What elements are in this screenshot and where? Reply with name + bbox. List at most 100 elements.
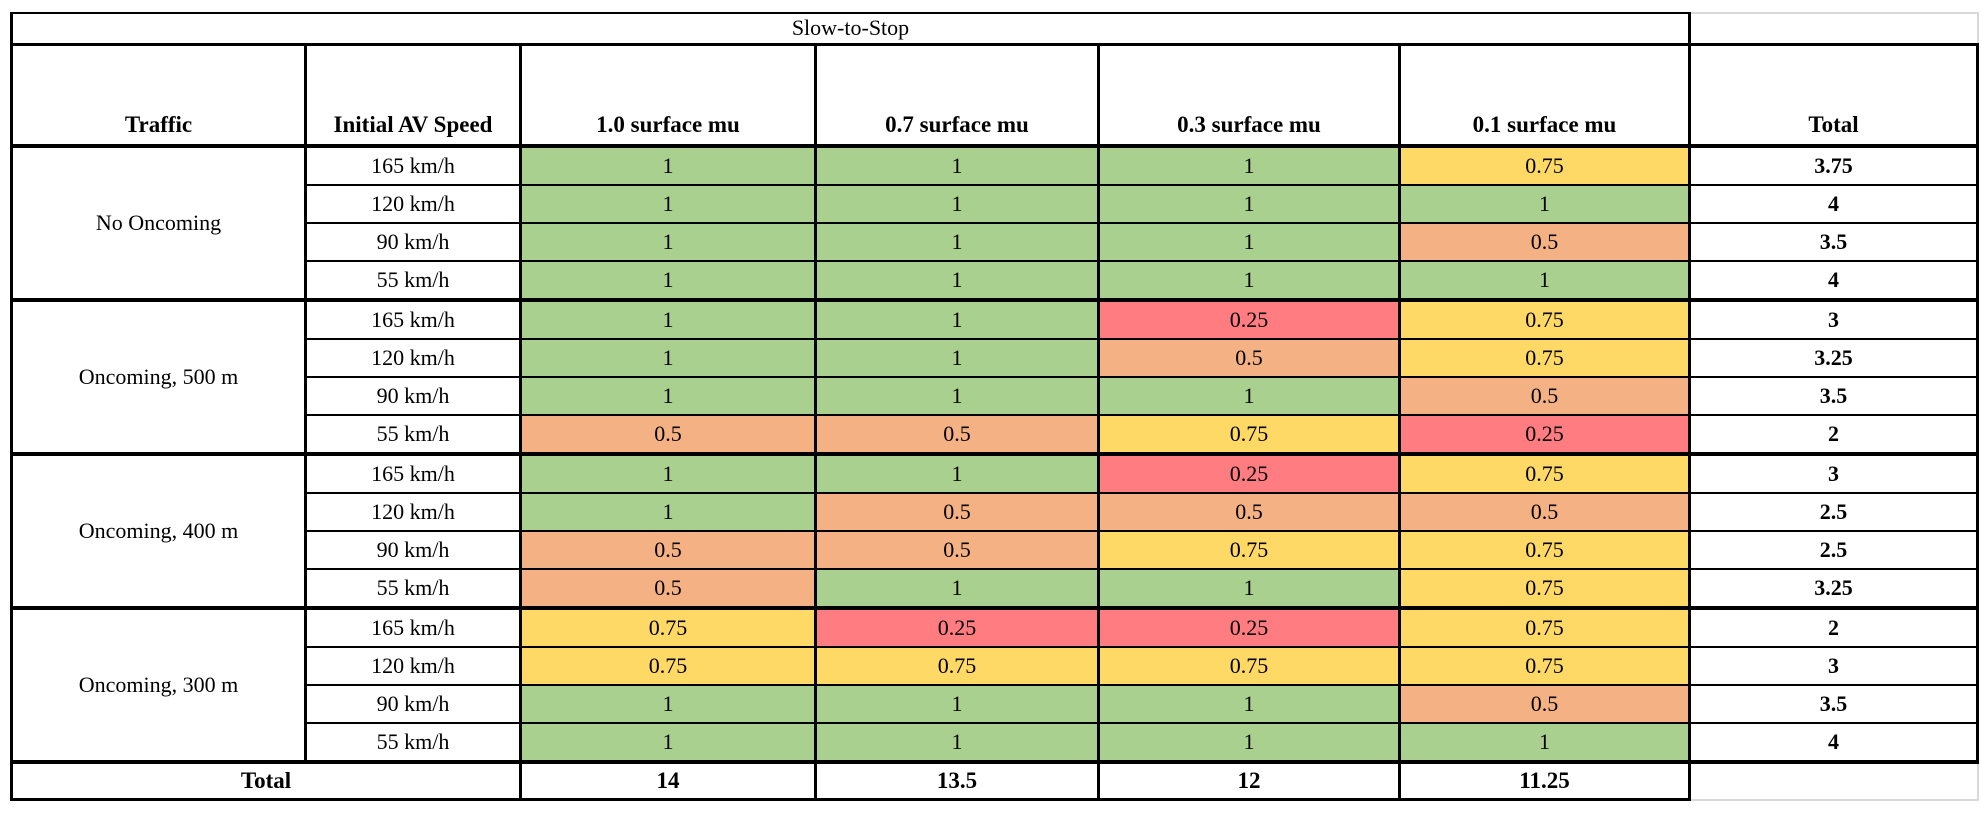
initial-speed-cell: 165 km/h <box>304 452 522 494</box>
score-cell: 1 <box>1097 260 1401 301</box>
row-total-cell: 2.5 <box>1688 530 1979 570</box>
score-cell: 1 <box>814 376 1100 416</box>
initial-speed-cell: 55 km/h <box>304 722 522 763</box>
table-row: Oncoming, 300 m 165 km/h 0.75 0.25 0.25 0.75 2 <box>10 606 1979 763</box>
score-cell: 1 <box>814 568 1100 609</box>
table-row: 120 km/h 0.75 0.75 0.75 0.75 3 <box>12 646 1979 686</box>
column-header-row: Traffic Initial AV Speed 1.0 surface mu … <box>10 43 1979 148</box>
initial-speed-cell: 55 km/h <box>304 260 522 301</box>
row-total-cell: 3.5 <box>1688 222 1979 262</box>
initial-speed-cell: 55 km/h <box>304 568 522 609</box>
score-cell: 1 <box>814 298 1100 340</box>
score-cell: 1 <box>1398 184 1691 224</box>
score-cell: 1 <box>1398 260 1691 301</box>
score-cell: 0.25 <box>1398 414 1691 455</box>
footer-total-row: Total 14 13.5 12 11.25 <box>10 760 1979 801</box>
score-cell: 1 <box>519 338 817 378</box>
initial-speed-cell: 55 km/h <box>304 414 522 455</box>
traffic-group-cell: Oncoming, 400 m <box>10 452 307 609</box>
score-cell: 1 <box>519 144 817 186</box>
column-header-traffic: Traffic <box>10 43 307 148</box>
score-cell: 0.75 <box>1398 144 1691 186</box>
row-total-cell: 2.5 <box>1688 492 1979 532</box>
score-cell: 0.75 <box>1398 298 1691 340</box>
score-cell: 0.5 <box>1097 492 1401 532</box>
score-cell: 1 <box>1097 184 1401 224</box>
row-total-cell: 3 <box>1688 452 1979 494</box>
score-cell: 0.5 <box>1398 684 1691 724</box>
score-cell: 1 <box>1097 722 1401 763</box>
initial-speed-cell: 120 km/h <box>304 338 522 378</box>
table-row: 120 km/h 1 1 0.5 0.75 3.25 <box>12 338 1979 378</box>
row-total-cell: 3.25 <box>1688 338 1979 378</box>
title-row: Slow-to-Stop <box>10 12 1979 46</box>
initial-speed-cell: 90 km/h <box>304 684 522 724</box>
score-cell: 0.75 <box>1097 414 1401 455</box>
footer-column-total-mu-0-1: 11.25 <box>1398 760 1691 801</box>
score-cell: 0.5 <box>1398 492 1691 532</box>
table-body: No Oncoming 165 km/h 1 1 1 0.75 3.75 120 km/h 1 1… <box>10 144 1979 763</box>
footer-total-label: Total <box>10 760 522 801</box>
footer-empty-cell <box>1688 760 1979 801</box>
table-row: Oncoming, 400 m 165 km/h 1 1 0.25 0.75 3 <box>10 452 1979 609</box>
table-row: 55 km/h 0.5 0.5 0.75 0.25 2 <box>12 414 1979 455</box>
score-cell: 0.5 <box>1097 338 1401 378</box>
table-row: 90 km/h 1 1 1 0.5 3.5 <box>12 684 1979 724</box>
score-cell: 0.75 <box>814 646 1100 686</box>
score-cell: 0.5 <box>814 414 1100 455</box>
footer-column-total-mu-0-7: 13.5 <box>814 760 1100 801</box>
score-cell: 0.5 <box>519 530 817 570</box>
score-cell: 0.75 <box>1398 452 1691 494</box>
table-row: 90 km/h 0.5 0.5 0.75 0.75 2.5 <box>12 530 1979 570</box>
score-cell: 1 <box>519 260 817 301</box>
score-cell: 1 <box>814 722 1100 763</box>
score-cell: 1 <box>814 144 1100 186</box>
score-cell: 0.75 <box>1398 646 1691 686</box>
column-header-initial-av-speed: Initial AV Speed <box>304 43 522 148</box>
score-cell: 0.75 <box>519 646 817 686</box>
table-row: 120 km/h 1 1 1 1 4 <box>12 184 1979 224</box>
score-cell: 1 <box>814 184 1100 224</box>
score-cell: 0.75 <box>1398 530 1691 570</box>
score-cell: 0.75 <box>1398 568 1691 609</box>
row-total-cell: 3.75 <box>1688 144 1979 186</box>
traffic-group-cell: Oncoming, 300 m <box>10 606 307 763</box>
table-title: Slow-to-Stop <box>10 12 1691 46</box>
table-row: 90 km/h 1 1 1 0.5 3.5 <box>12 222 1979 262</box>
score-cell: 0.75 <box>1398 338 1691 378</box>
score-cell: 1 <box>519 222 817 262</box>
table-row: No Oncoming 165 km/h 1 1 1 0.75 3.75 <box>10 144 1979 301</box>
row-total-cell: 2 <box>1688 414 1979 455</box>
score-cell: 1 <box>1097 568 1401 609</box>
footer-column-total-mu-0-3: 12 <box>1097 760 1401 801</box>
score-cell: 1 <box>519 376 817 416</box>
score-cell: 0.5 <box>814 492 1100 532</box>
traffic-group-cell: Oncoming, 500 m <box>10 298 307 455</box>
score-cell: 1 <box>1097 222 1401 262</box>
column-header-mu-0-7: 0.7 surface mu <box>814 43 1100 148</box>
row-total-cell: 3 <box>1688 646 1979 686</box>
score-cell: 0.25 <box>1097 452 1401 494</box>
score-cell: 1 <box>814 452 1100 494</box>
row-total-cell: 4 <box>1688 260 1979 301</box>
score-cell: 1 <box>1398 722 1691 763</box>
row-total-cell: 4 <box>1688 722 1979 763</box>
column-header-mu-1-0: 1.0 surface mu <box>519 43 817 148</box>
initial-speed-cell: 120 km/h <box>304 184 522 224</box>
score-cell: 1 <box>519 184 817 224</box>
score-cell: 1 <box>519 298 817 340</box>
row-total-cell: 3 <box>1688 298 1979 340</box>
score-cell: 0.5 <box>814 530 1100 570</box>
score-cell: 1 <box>814 684 1100 724</box>
row-total-cell: 3.5 <box>1688 684 1979 724</box>
initial-speed-cell: 90 km/h <box>304 376 522 416</box>
table-row: 90 km/h 1 1 1 0.5 3.5 <box>12 376 1979 416</box>
score-cell: 1 <box>1097 684 1401 724</box>
score-cell: 1 <box>519 722 817 763</box>
initial-speed-cell: 120 km/h <box>304 492 522 532</box>
table-row: 120 km/h 1 0.5 0.5 0.5 2.5 <box>12 492 1979 532</box>
initial-speed-cell: 90 km/h <box>304 530 522 570</box>
score-cell: 1 <box>814 222 1100 262</box>
initial-speed-cell: 165 km/h <box>304 606 522 648</box>
